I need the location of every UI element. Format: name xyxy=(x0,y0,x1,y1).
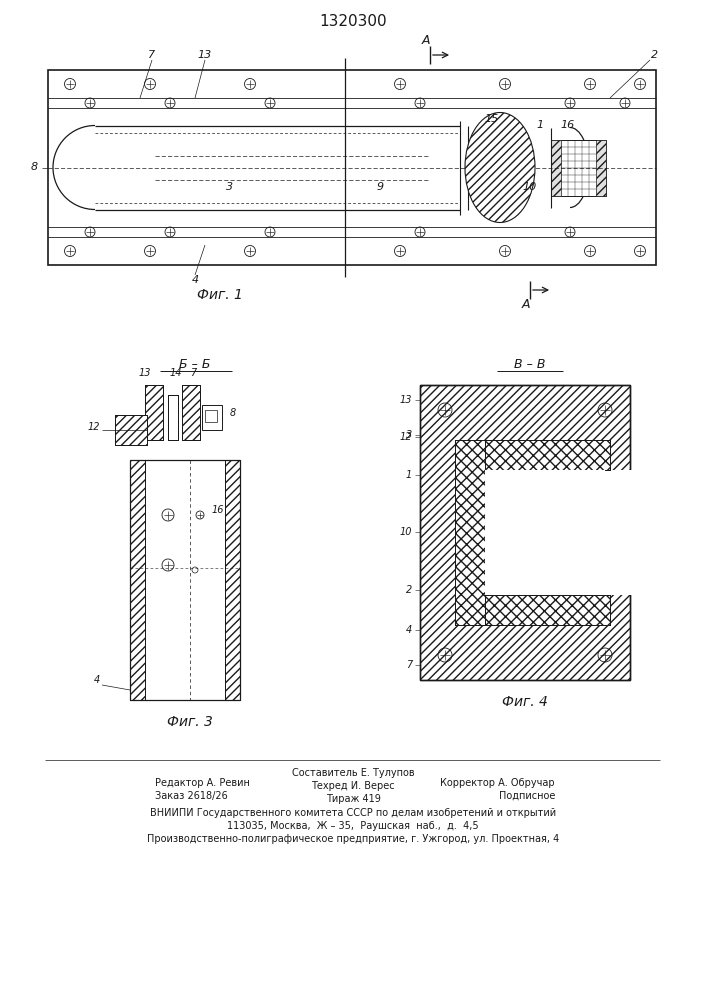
Bar xyxy=(115,415,147,445)
Text: 1: 1 xyxy=(537,120,544,130)
Text: 16: 16 xyxy=(561,120,575,130)
Bar xyxy=(130,460,240,700)
Bar xyxy=(115,415,147,445)
Text: 13: 13 xyxy=(139,368,151,378)
Text: 4: 4 xyxy=(192,275,199,285)
Text: Подписное: Подписное xyxy=(498,791,555,801)
Bar xyxy=(485,440,610,470)
Bar xyxy=(455,470,485,595)
Text: 16: 16 xyxy=(212,505,225,515)
Text: 4: 4 xyxy=(94,675,100,685)
Text: 8: 8 xyxy=(31,162,38,172)
Text: Техред И. Верес: Техред И. Верес xyxy=(311,781,395,791)
Text: 10: 10 xyxy=(399,527,412,537)
Bar xyxy=(168,395,178,440)
Text: 8: 8 xyxy=(230,408,236,418)
Bar xyxy=(596,139,606,196)
Text: Производственно-полиграфическое предприятие, г. Ужгород, ул. Проектная, 4: Производственно-полиграфическое предприя… xyxy=(147,834,559,844)
Text: 12: 12 xyxy=(399,432,412,442)
Text: Б – Б: Б – Б xyxy=(180,359,211,371)
Text: Фиг. 3: Фиг. 3 xyxy=(167,715,213,729)
Text: 4: 4 xyxy=(406,625,412,635)
Ellipse shape xyxy=(465,112,535,223)
Bar xyxy=(182,385,200,440)
Text: Фиг. 1: Фиг. 1 xyxy=(197,288,243,302)
Bar xyxy=(485,470,605,595)
Text: А: А xyxy=(422,34,431,47)
Text: Корректор А. Обручар: Корректор А. Обручар xyxy=(440,778,555,788)
Text: 2: 2 xyxy=(406,585,412,595)
Bar xyxy=(485,470,640,595)
Bar xyxy=(205,410,217,422)
Bar xyxy=(455,440,485,625)
Text: ВНИИПИ Государственного комитета СССР по делам изобретений и открытий: ВНИИПИ Государственного комитета СССР по… xyxy=(150,808,556,818)
Bar xyxy=(455,440,485,625)
Text: 15: 15 xyxy=(485,114,499,124)
Bar xyxy=(485,595,610,625)
Text: Составитель Е. Тулупов: Составитель Е. Тулупов xyxy=(292,768,414,778)
Text: 14: 14 xyxy=(170,368,182,378)
Text: 2: 2 xyxy=(651,50,658,60)
Text: 9: 9 xyxy=(376,182,384,192)
Bar xyxy=(202,405,222,430)
Text: 7: 7 xyxy=(406,660,412,670)
Text: 3: 3 xyxy=(406,430,412,440)
Bar xyxy=(225,460,240,700)
Bar xyxy=(485,595,610,625)
Text: 12: 12 xyxy=(88,422,100,432)
Bar xyxy=(182,385,200,440)
Bar xyxy=(485,440,610,470)
Text: 10: 10 xyxy=(523,182,537,192)
Bar xyxy=(130,460,145,700)
Text: Тираж 419: Тираж 419 xyxy=(325,794,380,804)
Text: Заказ 2618/26: Заказ 2618/26 xyxy=(155,791,228,801)
Text: А: А xyxy=(522,298,530,310)
Bar xyxy=(420,385,630,680)
Bar xyxy=(485,595,610,625)
Text: 13: 13 xyxy=(399,395,412,405)
Bar xyxy=(485,440,610,470)
Text: 3: 3 xyxy=(226,182,233,192)
Bar xyxy=(225,460,240,700)
Text: Фиг. 4: Фиг. 4 xyxy=(502,695,548,709)
Text: 7: 7 xyxy=(190,368,196,378)
Text: Редактор А. Ревин: Редактор А. Ревин xyxy=(155,778,250,788)
Text: 1: 1 xyxy=(406,470,412,480)
Text: В – В: В – В xyxy=(514,359,546,371)
Bar xyxy=(420,385,630,680)
Bar xyxy=(551,139,561,196)
Bar xyxy=(48,70,656,265)
Bar xyxy=(145,385,163,440)
Bar xyxy=(130,460,145,700)
Text: 113035, Москва,  Ж – 35,  Раушская  наб.,  д.  4,5: 113035, Москва, Ж – 35, Раушская наб., д… xyxy=(227,821,479,831)
Text: 7: 7 xyxy=(148,50,156,60)
Text: 1320300: 1320300 xyxy=(319,14,387,29)
Text: 13: 13 xyxy=(198,50,212,60)
Bar xyxy=(168,395,178,440)
Bar xyxy=(145,385,163,440)
Bar xyxy=(551,139,606,196)
